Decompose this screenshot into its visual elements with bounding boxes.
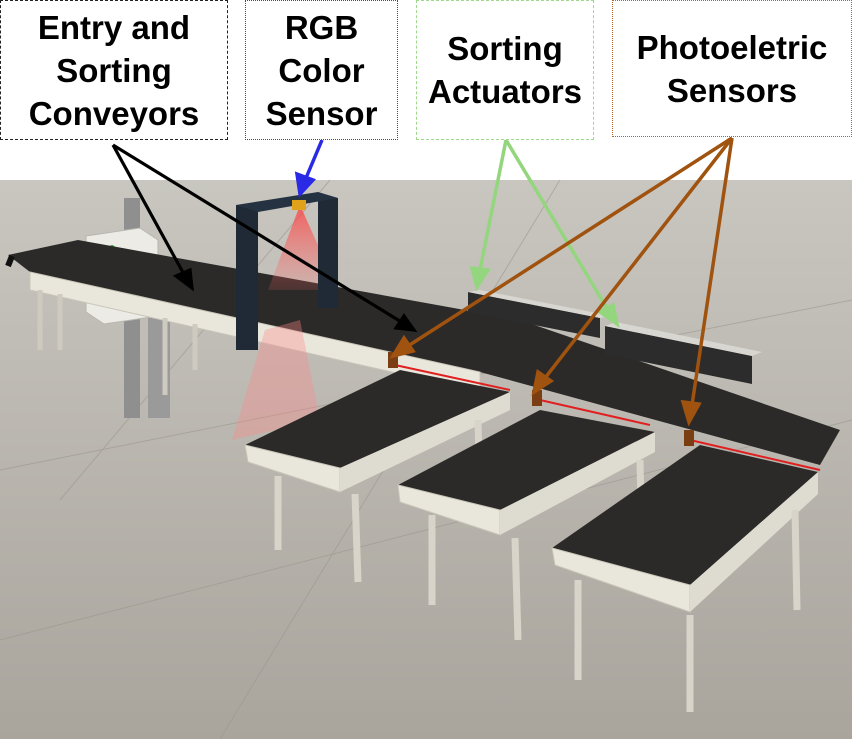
sorting-conveyor-3 bbox=[551, 445, 818, 712]
label-sorting-actuators: Sorting Actuators bbox=[416, 0, 594, 140]
photo-arrows bbox=[389, 136, 734, 427]
rgb-arrow bbox=[294, 139, 324, 198]
entry-arrows bbox=[111, 143, 418, 332]
label-photo-text: Photoeletric Sensors bbox=[636, 28, 828, 109]
photo-sensor-units bbox=[388, 352, 694, 446]
label-entry-text: Entry and Sorting Conveyors bbox=[28, 8, 200, 132]
actuator-arrows bbox=[469, 139, 620, 328]
label-entry-conveyors: Entry and Sorting Conveyors bbox=[0, 0, 228, 140]
sorting-actuators bbox=[468, 290, 762, 384]
label-photoelectric-sensors: Photoeletric Sensors bbox=[612, 0, 852, 137]
label-actuators-text: Sorting Actuators bbox=[427, 30, 583, 110]
label-rgb-text: RGB Color Sensor bbox=[265, 8, 378, 132]
sorting-conveyor-2 bbox=[397, 410, 655, 641]
label-rgb-sensor: RGB Color Sensor bbox=[245, 0, 398, 140]
photo-laser-beams bbox=[394, 364, 821, 471]
